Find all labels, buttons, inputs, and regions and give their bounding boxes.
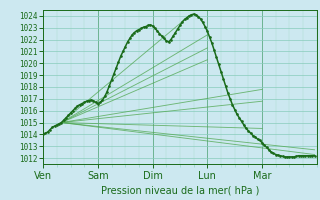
- X-axis label: Pression niveau de la mer( hPa ): Pression niveau de la mer( hPa ): [101, 185, 259, 195]
